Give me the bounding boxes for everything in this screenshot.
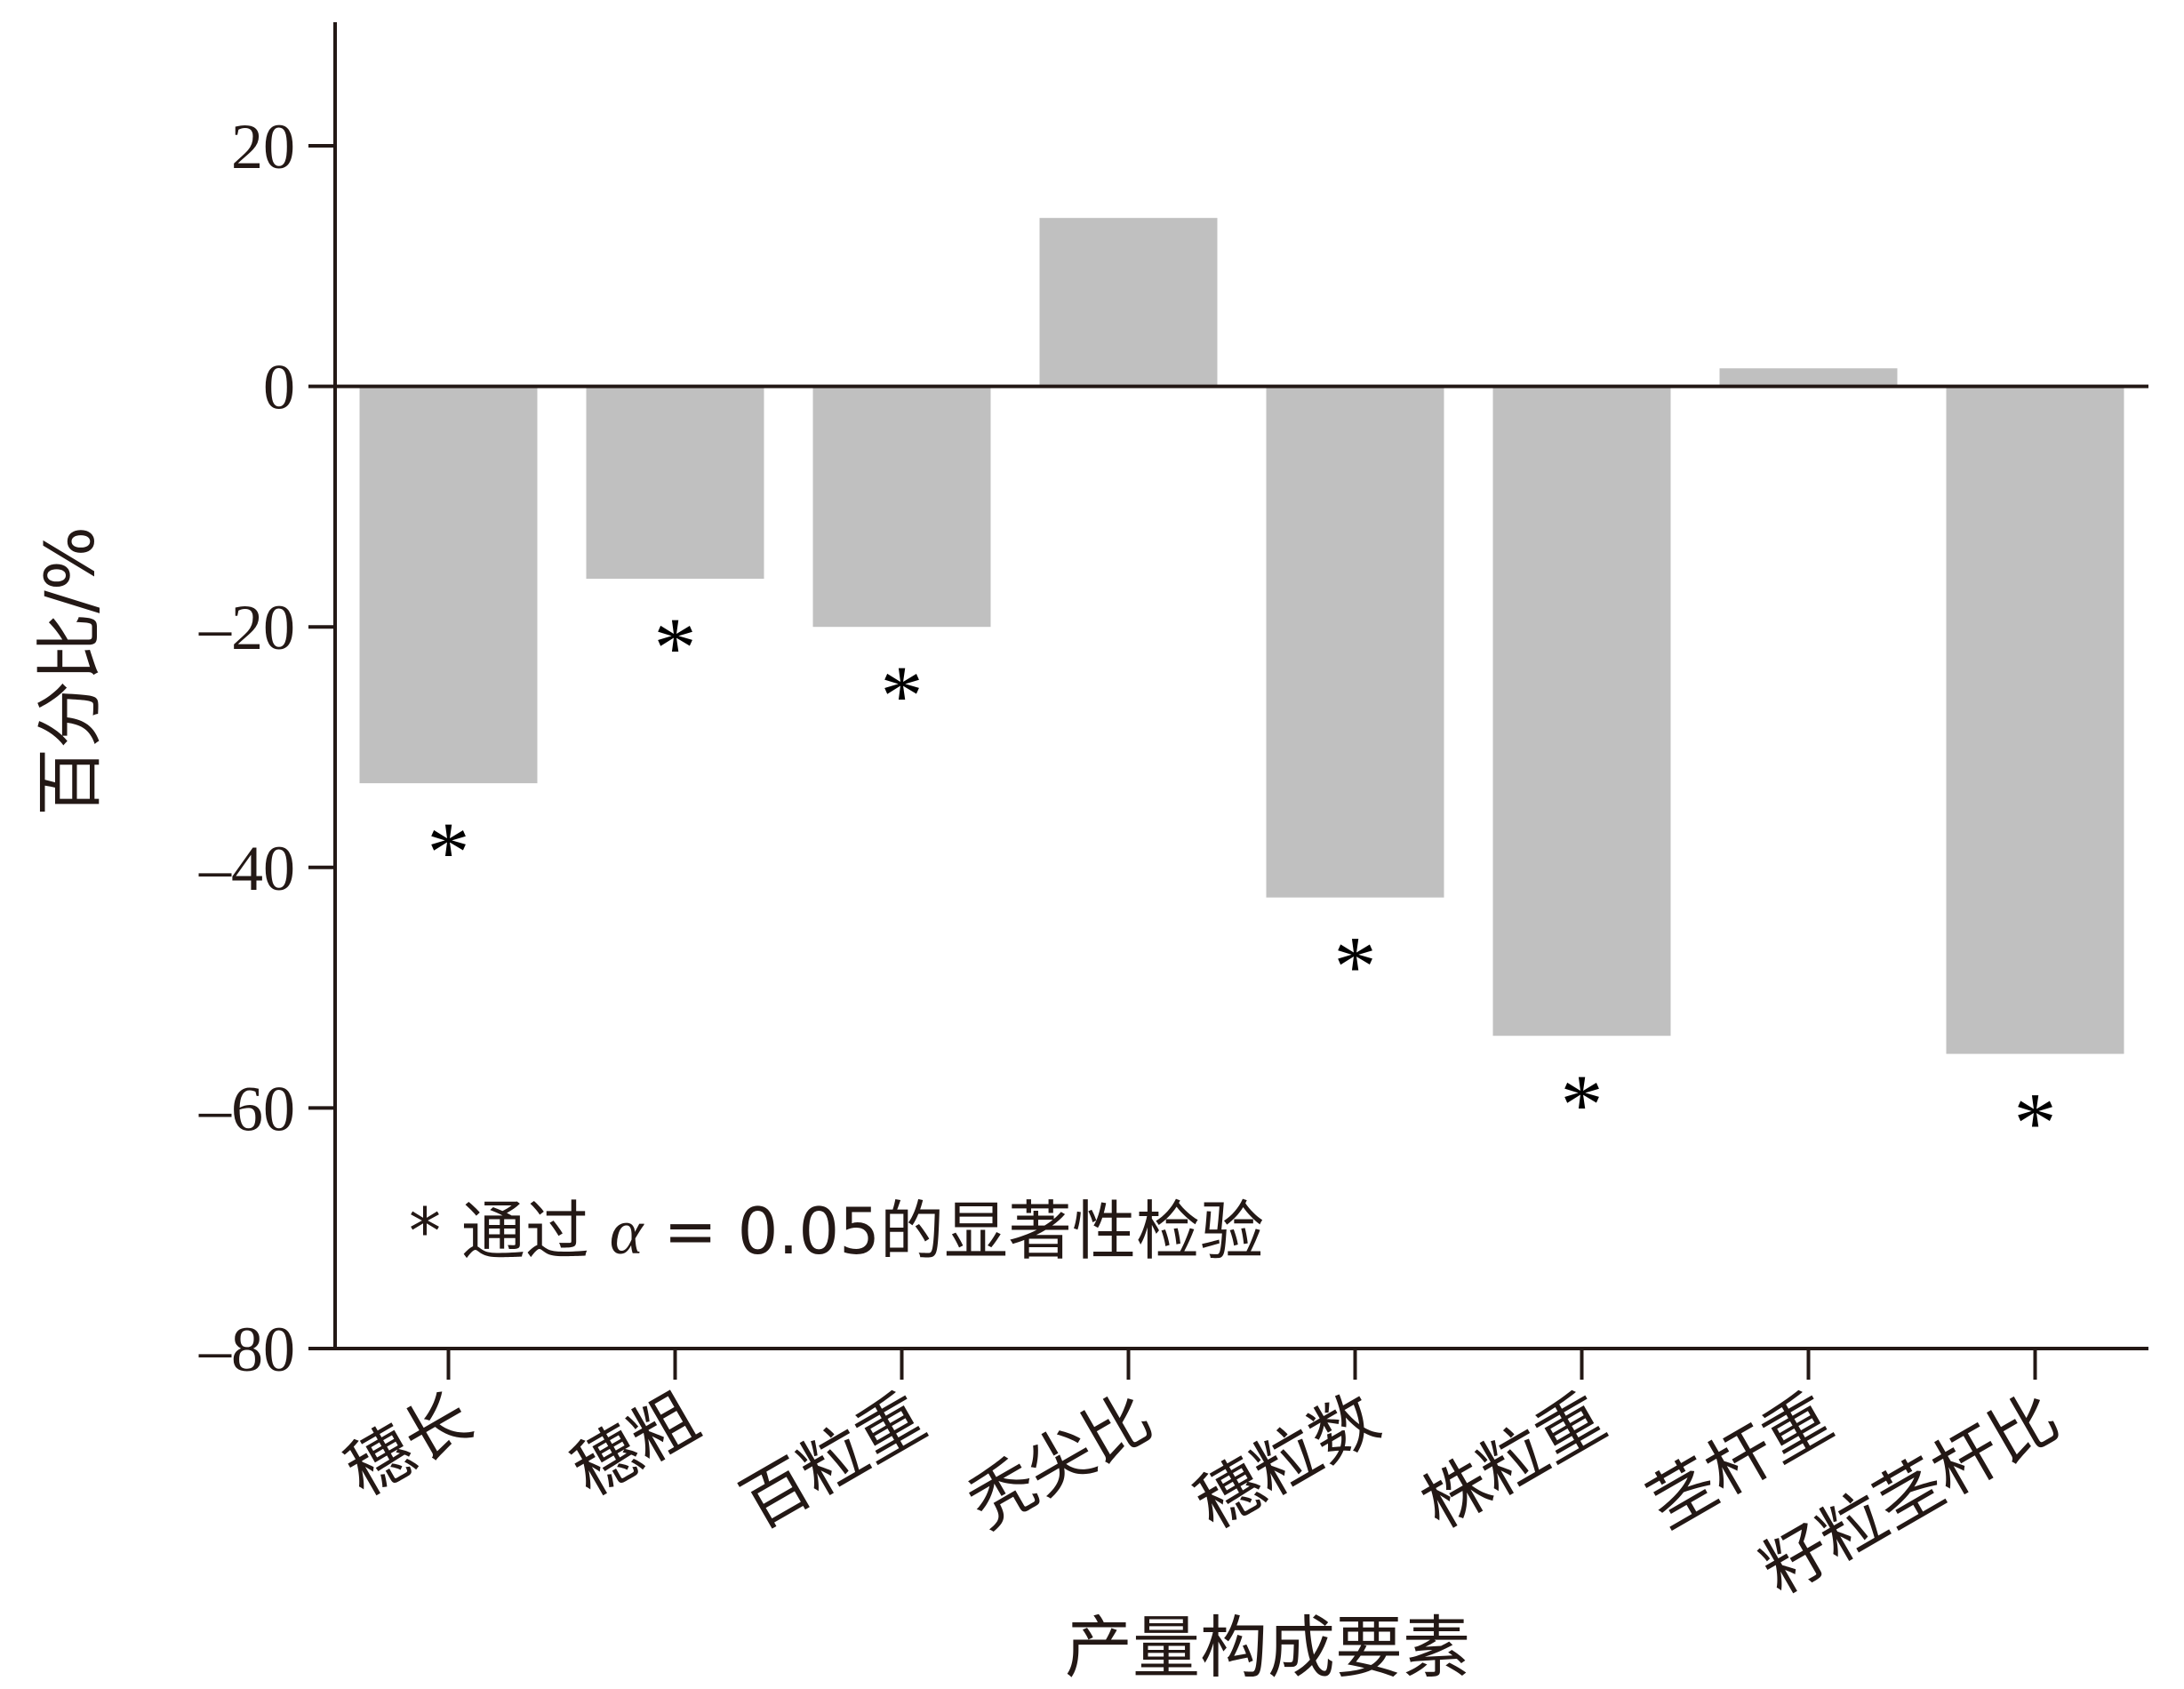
x-tick-label-1: 穗长 [332,1379,484,1510]
significance-mark-2: * [654,600,697,695]
significance-legend: * 通过 α = 0.05的显著性检验 [409,1194,1264,1269]
significance-mark-1: * [428,804,470,900]
significance-mark-5: * [1334,919,1377,1014]
significance-mark-3: * [881,648,924,743]
bar-4 [1039,218,1218,387]
y-tick-label-4: –40 [198,833,295,904]
x-tick-label-6: 株粒重 [1409,1379,1618,1543]
axes-group [333,22,2148,1350]
y-ticks-group: 20 0 –20 –40 –60 –80 [198,111,335,1385]
y-tick-label-1: 20 [231,111,295,182]
x-tick-label-5: 穗粒数 [1182,1379,1391,1543]
significance-mark-8: * [2014,1076,2057,1171]
bar-2 [586,386,764,580]
y-tick-label-3: –20 [198,592,295,663]
bar-1 [359,386,538,784]
bar-6 [1492,386,1671,1037]
legend-suffix: = 0.05的显著性检验 [644,1194,1264,1269]
bar-8 [1946,386,2124,1054]
legend-prefix: * 通过 [409,1194,610,1269]
bar-7 [1719,368,1898,387]
y-tick-label-5: –60 [198,1073,295,1144]
x-tick-label-4: 秃尖比 [956,1379,1164,1543]
y-axis-title: 百分比/% [30,526,109,816]
x-tick-label-3: 百粒重 [729,1379,938,1543]
bars-group [359,218,2124,1054]
significance-marks-group: * * * * * * [428,600,2057,1170]
x-axis-title: 产量构成要素 [1065,1608,1470,1687]
x-tick-label-2: 穗粗 [559,1379,711,1510]
bar-3 [812,386,991,628]
bar-5 [1266,386,1444,898]
legend-alpha: α [610,1197,644,1268]
y-tick-label-6: –80 [198,1314,295,1385]
significance-mark-6: * [1561,1057,1604,1152]
y-tick-label-2: 0 [263,352,295,423]
